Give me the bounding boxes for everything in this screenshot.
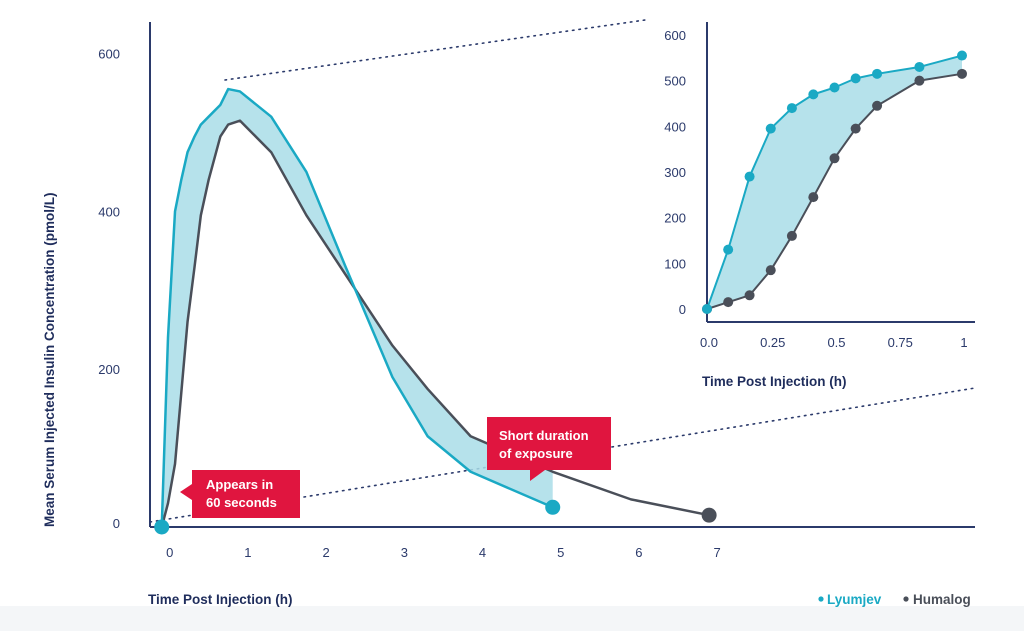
main-lyumjev-line [160,87,554,528]
legend-lyumjev-marker [818,596,824,602]
inset-x-tick-label: 1 [960,335,967,350]
legend-humalog-label: Humalog [913,592,971,607]
main-y-tick-label: 600 [98,47,120,62]
inset-lyumjev-point [702,304,712,314]
inset-lyumjev-point [872,68,883,79]
inset-lyumjev-point [765,123,776,134]
main-x-tick-label: 5 [557,545,564,560]
callout-appears-box [180,470,300,518]
inset-lyumjev-point [723,244,734,255]
inset-y-tick-label: 100 [664,256,686,271]
inset-lyumjev-point [850,73,861,84]
inset-lyumjev-point [914,61,925,72]
main-chart: 0 200 400 600 0 1 2 3 4 5 6 7 Time Post Injection … [42,22,975,607]
main-x-tick-label: 0 [166,545,173,560]
zoom-connector-top [224,19,646,81]
inset-y-tick-label: 0 [679,302,686,317]
inset-chart: 0 100 200 300 400 500 600 0.0 0.25 0.5 0.75 1 Time… [664,22,975,389]
callout-short-line-1: Short duration [499,428,589,443]
callout-appears: Appears in 60 seconds [180,470,300,518]
callout-appears-line-1: Appears in [206,477,273,492]
callout-appears-line-2: 60 seconds [206,495,277,510]
main-x-tick-label: 4 [479,545,486,560]
inset-lyumjev-point [829,82,840,93]
callout-short-line-2: of exposure [499,446,573,461]
inset-y-tick-label: 500 [664,74,686,89]
legend-lyumjev-label: Lyumjev [827,592,882,607]
inset-x-axis-label: Time Post Injection (h) [702,374,847,389]
inset-lyumjev-point [744,171,755,182]
bottom-strip [0,606,1024,631]
main-y-tick-label: 0 [113,516,120,531]
callout-short-box [487,417,611,481]
main-x-tick-label: 2 [323,545,330,560]
inset-lyumjev-point [957,50,967,61]
inset-humalog-point [765,265,776,276]
main-x-tick-label: 7 [714,545,721,560]
inset-lyumjev-point [786,103,797,114]
main-humalog-line [160,119,710,528]
inset-humalog-point [829,153,840,164]
inset-humalog-point [914,75,925,86]
main-start-point [154,519,170,535]
inset-x-tick-label: 0.5 [827,335,845,350]
inset-humalog-point [850,123,861,134]
legend-humalog-marker [903,596,909,602]
inset-x-tick-label: 0.25 [760,335,785,350]
main-x-tick-label: 1 [244,545,251,560]
inset-humalog-point [723,297,734,308]
inset-difference-fill [707,55,962,309]
inset-humalog-point [872,100,883,111]
inset-y-tick-label: 200 [664,211,686,226]
inset-humalog-point [744,290,755,301]
inset-humalog-point [786,230,797,241]
inset-x-tick-label: 0.75 [888,335,913,350]
main-x-tick-label: 6 [635,545,642,560]
main-x-axis-label: Time Post Injection (h) [148,592,293,607]
main-lyumjev-end-point [545,499,561,515]
main-y-axis-label: Mean Serum Injected Insulin Concentratio… [42,192,57,527]
main-x-tick-label: 3 [401,545,408,560]
inset-humalog-point [957,68,967,79]
legend: Lyumjev Humalog [818,592,971,607]
main-y-tick-label: 200 [98,362,120,377]
inset-x-tick-label: 0.0 [700,335,718,350]
inset-humalog-point [808,192,819,203]
inset-y-tick-label: 600 [664,28,686,43]
inset-lyumjev-point [808,89,819,100]
main-y-tick-label: 400 [98,204,120,219]
inset-y-tick-label: 400 [664,119,686,134]
inset-y-tick-label: 300 [664,165,686,180]
main-difference-fill [161,89,553,527]
main-humalog-end-point [701,507,717,523]
callout-short: Short duration of exposure [487,417,611,481]
